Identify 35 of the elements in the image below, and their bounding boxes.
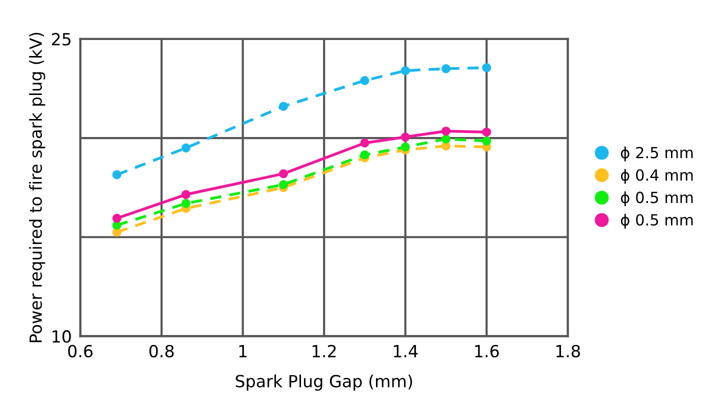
point bbox=[441, 134, 450, 144]
x-tick-label: 0.6 bbox=[68, 344, 93, 358]
point bbox=[441, 64, 450, 74]
legend-label: ϕ 2.5 mm bbox=[620, 146, 693, 162]
y-tick-label: 25 bbox=[52, 32, 71, 46]
point bbox=[181, 190, 190, 200]
point bbox=[400, 66, 410, 76]
point bbox=[360, 150, 370, 160]
point bbox=[112, 170, 122, 180]
x-tick-label: 1.2 bbox=[312, 344, 336, 358]
point bbox=[360, 76, 370, 86]
y-axis-title: Power required to fire spark plug (kV) bbox=[29, 32, 46, 342]
point bbox=[400, 132, 410, 142]
point bbox=[400, 142, 410, 152]
point bbox=[278, 180, 288, 190]
x-tick-label: 1.4 bbox=[394, 345, 418, 358]
point bbox=[482, 136, 492, 146]
point bbox=[360, 138, 370, 148]
x-tick-label: 1 bbox=[239, 345, 247, 358]
point bbox=[482, 128, 492, 137]
point bbox=[181, 198, 190, 208]
point bbox=[278, 102, 288, 111]
x-axis-title: Spark Plug Gap (mm) bbox=[236, 374, 412, 391]
x-tick-label: 1.6 bbox=[475, 344, 499, 358]
x-tick-label: 1.8 bbox=[556, 344, 580, 358]
point bbox=[441, 126, 450, 136]
point bbox=[278, 169, 288, 178]
point bbox=[482, 63, 492, 72]
point bbox=[181, 143, 190, 152]
legend-label: ϕ 0.5 mm bbox=[620, 191, 693, 206]
point bbox=[112, 214, 122, 223]
legend-label: ϕ 0.5 mm bbox=[620, 214, 693, 229]
legend-label: ϕ 0.4 mm bbox=[620, 168, 693, 184]
x-tick-label: 0.8 bbox=[149, 344, 174, 358]
y-tick-label: 10 bbox=[52, 330, 71, 343]
